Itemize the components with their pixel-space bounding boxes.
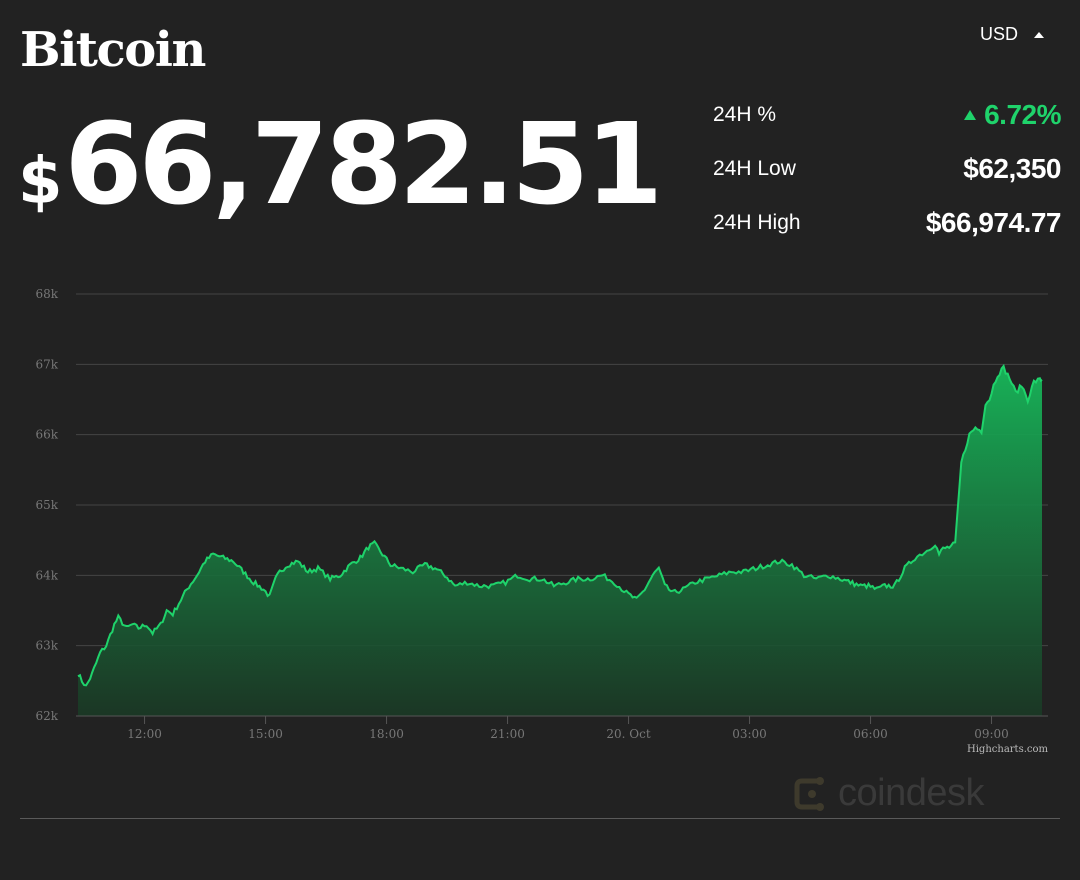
watermark-text: coindesk (838, 772, 984, 814)
x-tick-label: 12:00 (127, 727, 162, 741)
stat-row-24h-low: 24H Low $62,350 (713, 142, 1061, 196)
stat-row-24h-change: 24H % 6.72% (713, 88, 1061, 142)
y-tick-label: 67k (35, 357, 58, 371)
price-value: 66,782.51 (64, 100, 664, 230)
y-tick-label: 62k (35, 709, 58, 723)
stats-panel: 24H % 6.72% 24H Low $62,350 24H High $66… (713, 88, 1062, 250)
coindesk-watermark: coindesk (790, 772, 984, 815)
y-tick-label: 65k (35, 498, 58, 512)
x-tick-label: 09:00 (974, 727, 1009, 741)
currency-selected: USD (979, 24, 1018, 44)
x-tick-label: 20. Oct (606, 727, 650, 741)
y-tick-label: 64k (35, 568, 58, 582)
price-currency-symbol: $ (18, 145, 63, 219)
x-tick-label: 03:00 (732, 727, 767, 741)
bottom-divider (20, 818, 1060, 819)
y-tick-label: 63k (35, 639, 58, 653)
coindesk-logo-icon (794, 776, 824, 811)
price-area (78, 366, 1042, 716)
stat-label: 24H % (713, 103, 777, 126)
x-tick-label: 15:00 (248, 727, 283, 741)
y-tick-label: 68k (35, 287, 58, 301)
price-line (77, 363, 1043, 687)
stat-value: 6.72% (984, 99, 1061, 130)
stat-value: $66,974.77 (925, 207, 1062, 238)
stat-label: 24H High (713, 211, 801, 234)
x-tick-label: 18:00 (369, 727, 404, 741)
triangle-up-icon (964, 110, 977, 120)
x-tick-label: 06:00 (853, 727, 888, 741)
y-axis-ticks: 62k 63k 64k 65k 66k 67k 68k (35, 287, 58, 723)
x-tick-label: 21:00 (490, 727, 525, 741)
currency-selector[interactable]: USD (980, 24, 1044, 45)
highcharts-credit-link[interactable]: Highcharts.com (967, 744, 1048, 755)
stat-value: $62,350 (963, 153, 1061, 184)
caret-up-icon (1034, 31, 1044, 38)
current-price: $66,782.51 (18, 100, 664, 263)
stat-row-24h-high: 24H High $66,974.77 (713, 196, 1062, 250)
asset-title: Bitcoin (20, 22, 206, 78)
x-axis-ticks: 12:00 15:00 18:00 21:00 20. Oct 03:00 06:00 09:… (127, 716, 1009, 741)
stat-label: 24H Low (713, 157, 796, 180)
stat-value-change: 6.72% (964, 99, 1061, 131)
price-chart[interactable]: 62k 63k 64k 65k 66k 67k 68k 12:00 15:00 18:00 21:… (0, 270, 1080, 750)
y-tick-label: 66k (35, 428, 58, 442)
